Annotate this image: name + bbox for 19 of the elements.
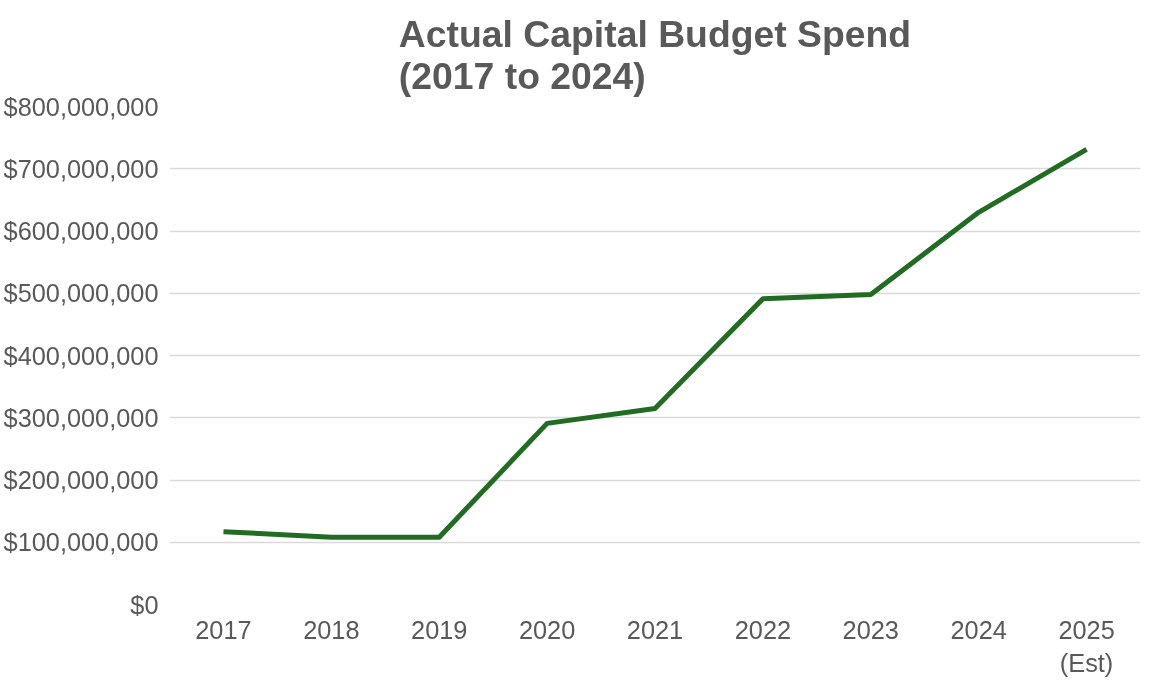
y-tick-label: $0 (130, 590, 159, 619)
y-tick-label: $700,000,000 (3, 154, 159, 183)
x-tick-label: 2019 (411, 615, 468, 644)
x-tick-label: 2020 (518, 615, 576, 644)
x-tick-label: 2025 (Est) (1058, 615, 1115, 678)
x-tick-label: 2021 (626, 615, 684, 644)
y-tick-label: $500,000,000 (3, 279, 159, 308)
y-tick-label: $800,000,000 (3, 92, 159, 121)
y-tick-label: $400,000,000 (3, 341, 159, 370)
x-tick-label: 2022 (734, 615, 792, 644)
y-tick-label: $300,000,000 (3, 403, 159, 432)
chart-title: Actual Capital Budget Spend (2017 to 2024) (398, 12, 912, 97)
y-tick-label: $100,000,000 (3, 528, 159, 557)
x-tick-label: 2023 (842, 615, 899, 644)
y-tick-label: $600,000,000 (3, 217, 159, 245)
x-tick-label: 2018 (303, 615, 360, 644)
x-tick-label: 2017 (195, 615, 252, 644)
y-tick-label: $200,000,000 (3, 466, 159, 494)
x-tick-label: 2024 (950, 615, 1007, 644)
